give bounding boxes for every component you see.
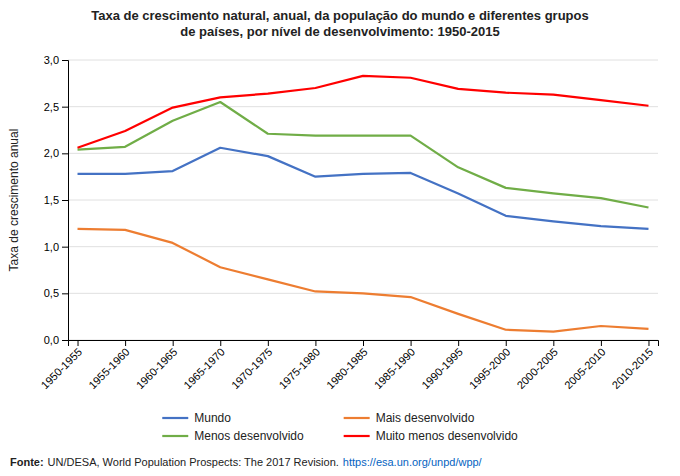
x-tick-mark xyxy=(458,340,459,346)
x-tick-label: 1985-1990 xyxy=(372,346,418,392)
y-tick-label: 2,0 xyxy=(44,147,59,159)
x-tick: 1970-1975 xyxy=(229,340,275,391)
legend-item: Muito menos desenvolvido xyxy=(344,429,518,443)
series-line xyxy=(78,229,649,332)
source-label: Fonte: xyxy=(10,456,44,468)
x-tick-mark xyxy=(268,340,269,346)
title: Taxa de crescimento natural, anual, da p… xyxy=(91,8,588,39)
title-line: de países, por nível de desenvolvimento:… xyxy=(180,24,499,39)
x-axis-line xyxy=(69,341,659,347)
x-tick: 1985-1990 xyxy=(372,340,418,391)
legend: Mundo Mais desenvolvido Menos desenvolvido… xyxy=(162,411,518,443)
y-tick: 0,0 xyxy=(44,334,68,346)
y-tick-label: 3,0 xyxy=(44,54,59,66)
x-tick: 1975-1980 xyxy=(276,340,322,391)
x-tick-mark xyxy=(553,340,554,346)
series-line xyxy=(78,76,649,148)
grid-line xyxy=(68,200,658,201)
legend-label: Mais desenvolvido xyxy=(376,411,475,425)
x-tick-label: 1995-2000 xyxy=(467,346,513,392)
x-tick-label: 1980-1985 xyxy=(324,346,370,392)
x-tick: 1995-2000 xyxy=(467,340,513,391)
legend-label: Muito menos desenvolvido xyxy=(376,429,518,443)
y-tick-label: 0,0 xyxy=(44,334,59,346)
y-tick-label: 1,5 xyxy=(44,194,59,206)
x-tick-label: 1950-1955 xyxy=(39,346,85,392)
y-tick: 1,5 xyxy=(44,194,68,206)
source: Fonte: UN/DESA, World Population Prospect… xyxy=(10,456,483,468)
x-tick: 1950-1955 xyxy=(39,340,85,391)
y-tick-mark xyxy=(62,293,68,294)
source-url: https://esa.un.org/unpd/wpp/ xyxy=(343,456,483,468)
legend-label: Menos desenvolvido xyxy=(194,429,304,443)
title-line: Taxa de crescimento natural, anual, da p… xyxy=(91,8,588,23)
y-tick: 1,0 xyxy=(44,241,68,253)
legend-item: Menos desenvolvido xyxy=(162,429,304,443)
legend-item: Mundo xyxy=(162,411,231,425)
source-text: UN/DESA, World Population Prospects: The… xyxy=(48,456,339,468)
legend-label: Mundo xyxy=(194,411,231,425)
y-axis-line xyxy=(62,61,69,341)
legend-swatch xyxy=(162,417,188,419)
y-tick: 2,0 xyxy=(44,147,68,159)
y-tick-mark xyxy=(62,60,68,61)
y-axis: 0,0 0,5 1,0 1,5 2,0 2,5 3,0 xyxy=(44,54,69,346)
y-tick-label: 0,5 xyxy=(44,287,59,299)
y-tick-mark xyxy=(62,107,68,108)
x-tick-label: 1965-1970 xyxy=(181,346,227,392)
grid xyxy=(68,60,658,340)
plot: 0,00,51,01,52,02,53,01950-19551955-19601… xyxy=(39,54,659,391)
x-tick-mark xyxy=(411,340,412,346)
x-tick-label: 1990-1995 xyxy=(419,346,465,392)
legend-swatch xyxy=(344,417,370,419)
x-tick: 2005-2010 xyxy=(562,340,608,391)
y-tick-mark xyxy=(62,153,68,154)
x-tick-mark xyxy=(506,340,507,346)
x-tick: 1990-1995 xyxy=(419,340,465,391)
x-tick: 1955-1960 xyxy=(86,340,132,391)
x-tick-mark xyxy=(78,340,79,346)
y-tick: 2,5 xyxy=(44,101,68,113)
x-tick-label: 2010-2015 xyxy=(610,346,656,392)
x-tick-mark xyxy=(173,340,174,346)
x-tick: 1965-1970 xyxy=(181,340,227,391)
legend-item: Mais desenvolvido xyxy=(344,411,475,425)
x-tick-label: 2000-2005 xyxy=(514,346,560,392)
x-tick-label: 1970-1975 xyxy=(229,346,275,392)
x-tick-label: 1975-1980 xyxy=(276,346,322,392)
chart: Taxa de crescimento natural, anual, da p… xyxy=(0,0,680,476)
x-tick-mark xyxy=(363,340,364,346)
y-axis-title: Taxa de crescimento anual xyxy=(7,129,21,272)
series-line xyxy=(78,148,649,229)
legend-swatch xyxy=(344,435,370,437)
y-tick-mark xyxy=(62,200,68,201)
lines xyxy=(78,76,649,332)
x-tick-label: 1955-1960 xyxy=(86,346,132,392)
x-tick: 1980-1985 xyxy=(324,340,370,391)
x-tick-mark xyxy=(315,340,316,346)
x-tick: 2000-2005 xyxy=(514,340,560,391)
y-tick-label: 1,0 xyxy=(44,241,59,253)
x-tick-label: 1960-1965 xyxy=(134,346,180,392)
y-tick-label: 2,5 xyxy=(44,101,59,113)
legend-swatch xyxy=(162,435,188,437)
grid-line xyxy=(68,153,658,154)
series-line xyxy=(78,102,649,207)
x-tick: 2010-2015 xyxy=(610,340,656,391)
y-tick-mark xyxy=(62,340,68,341)
y-tick-mark xyxy=(62,247,68,248)
x-tick: 1960-1965 xyxy=(134,340,180,391)
x-tick-mark xyxy=(601,340,602,346)
x-tick-mark xyxy=(220,340,221,346)
y-tick: 0,5 xyxy=(44,287,68,299)
x-axis: 1950-19551955-19601960-19651965-19701970… xyxy=(39,340,659,391)
x-tick-mark xyxy=(648,340,649,346)
x-tick-mark xyxy=(125,340,126,346)
x-tick-label: 2005-2010 xyxy=(562,346,608,392)
y-tick: 3,0 xyxy=(44,54,68,66)
grid-line xyxy=(68,60,658,61)
grid-line xyxy=(68,106,658,107)
grid-line xyxy=(68,246,658,247)
